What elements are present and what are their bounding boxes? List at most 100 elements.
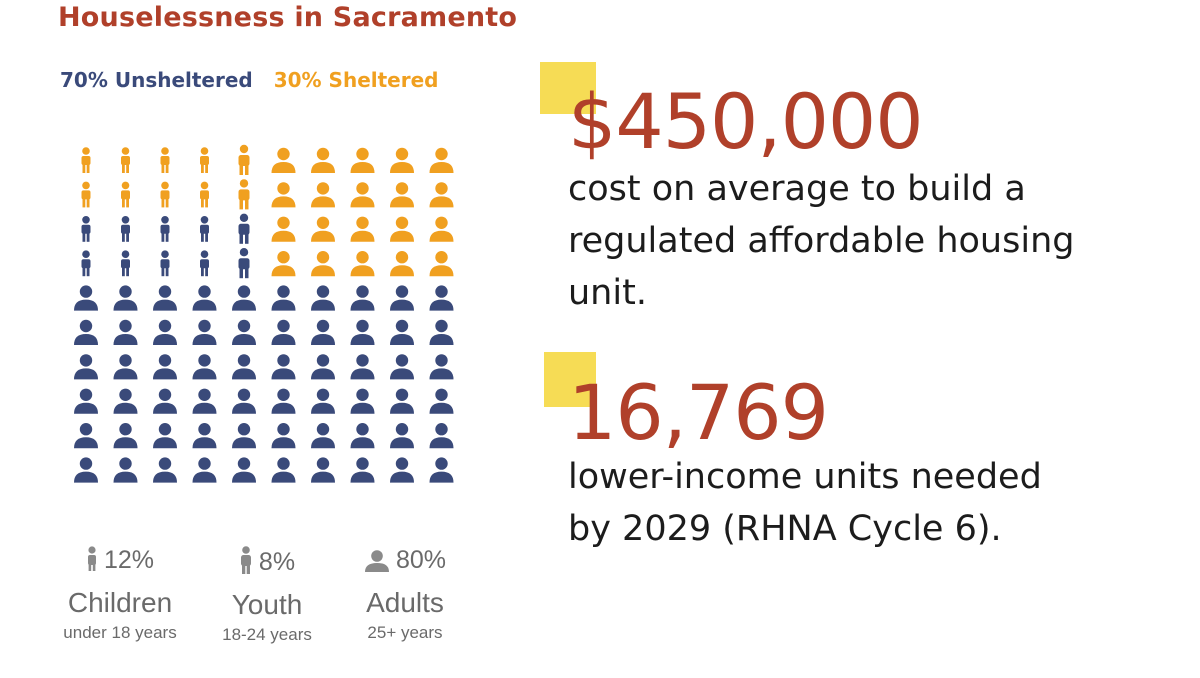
unsheltered-adult-icon (271, 285, 296, 311)
unsheltered-adult-icon (74, 319, 98, 345)
unsheltered-adult-icon (113, 319, 138, 345)
unsheltered-adult-icon (271, 457, 296, 483)
stat-units-line: lower-income units needed (568, 457, 1042, 497)
sheltered-youth-icon (238, 144, 250, 175)
category-youth: 8% Youth 18-24 years (192, 546, 342, 645)
sheltered-adult-icon (271, 216, 296, 242)
sheltered-adult-icon (350, 147, 375, 173)
unsheltered-adult-icon (311, 388, 335, 414)
children-percent: 12% (103, 546, 155, 574)
unsheltered-adult-icon (192, 354, 217, 380)
legend: 70% Unsheltered 30% Sheltered (60, 68, 438, 92)
unsheltered-youth-icon (238, 213, 250, 244)
highlight-marker (544, 352, 596, 407)
unsheltered-adult-icon (232, 285, 256, 311)
legend-sheltered: 30% Sheltered (273, 68, 439, 92)
unsheltered-adult-icon (429, 354, 454, 380)
children-label: Children (67, 587, 173, 618)
adult-icon (364, 550, 389, 572)
sheltered-child-icon (81, 147, 91, 173)
unsheltered-adult-icon (390, 354, 414, 380)
sheltered-adult-icon (311, 147, 335, 173)
sheltered-child-icon (121, 181, 130, 208)
unsheltered-adult-icon (74, 423, 98, 449)
unsheltered-adult-icon (192, 319, 217, 345)
unsheltered-adult-icon (390, 285, 414, 311)
sheltered-adult-icon (271, 251, 296, 277)
unsheltered-adult-icon (153, 319, 177, 345)
unsheltered-adult-icon (192, 457, 217, 483)
unsheltered-adult-icon (232, 423, 256, 449)
child-icon (87, 546, 96, 571)
category-children: 12% Children under 18 years (45, 546, 195, 643)
stat-cost-value: $450,000 (568, 77, 924, 166)
sheltered-child-icon (81, 181, 91, 208)
sheltered-adult-icon (350, 251, 375, 277)
adults-percent: 80% (395, 546, 447, 574)
unsheltered-adult-icon (429, 457, 454, 483)
unsheltered-child-icon (200, 250, 209, 277)
unsheltered-adult-icon (311, 285, 335, 311)
sheltered-child-icon (160, 147, 170, 173)
sheltered-youth-icon (238, 179, 250, 210)
sheltered-child-icon (121, 147, 130, 173)
unsheltered-adult-icon (192, 423, 217, 449)
unsheltered-adult-icon (311, 319, 335, 345)
sheltered-adult-icon (390, 182, 414, 208)
category-adults: 80% Adults 25+ years (330, 546, 480, 643)
unsheltered-adult-icon (271, 388, 296, 414)
unsheltered-adult-icon (113, 354, 138, 380)
unsheltered-adult-icon (232, 388, 256, 414)
unsheltered-adult-icon (271, 354, 296, 380)
unsheltered-adult-icon (74, 388, 98, 414)
adults-sublabel: 25+ years (367, 623, 443, 642)
unsheltered-adult-icon (311, 423, 335, 449)
unsheltered-adult-icon (429, 388, 454, 414)
unsheltered-child-icon (160, 250, 170, 277)
sheltered-adult-icon (350, 216, 375, 242)
sheltered-child-icon (200, 147, 209, 173)
stat-units-description: lower-income units needed by 2029 (RHNA … (568, 451, 1042, 555)
sheltered-adult-icon (429, 147, 454, 173)
page-title: Houselessness in Sacramento (58, 2, 518, 33)
sheltered-adult-icon (311, 182, 335, 208)
sheltered-adult-icon (429, 251, 454, 277)
unsheltered-adult-icon (350, 285, 375, 311)
stat-cost-description: cost on average to build a regulated aff… (568, 163, 1074, 319)
stat-units-line: by 2029 (RHNA Cycle 6). (568, 509, 1002, 549)
sheltered-adult-icon (271, 147, 296, 173)
sheltered-adult-icon (271, 182, 296, 208)
unsheltered-adult-icon (390, 423, 414, 449)
youth-label: Youth (231, 589, 303, 620)
sheltered-adult-icon (311, 251, 335, 277)
youth-percent: 8% (258, 548, 296, 576)
unsheltered-adult-icon (74, 285, 98, 311)
sheltered-adult-icon (429, 182, 454, 208)
youth-icon (240, 546, 251, 574)
sheltered-child-icon (200, 181, 209, 208)
sheltered-adult-icon (390, 216, 414, 242)
unsheltered-adult-icon (390, 388, 414, 414)
unsheltered-adult-icon (113, 285, 138, 311)
unsheltered-adult-icon (113, 423, 138, 449)
unsheltered-adult-icon (271, 319, 296, 345)
sheltered-adult-icon (390, 147, 414, 173)
unsheltered-child-icon (81, 250, 91, 277)
unsheltered-adult-icon (153, 354, 177, 380)
unsheltered-adult-icon (153, 423, 177, 449)
unsheltered-adult-icon (232, 457, 256, 483)
youth-sublabel: 18-24 years (222, 625, 312, 644)
unsheltered-adult-icon (153, 285, 177, 311)
highlight-marker (540, 62, 596, 114)
unsheltered-adult-icon (429, 423, 454, 449)
unsheltered-child-icon (160, 216, 170, 242)
stat-cost-line: regulated affordable housing (568, 221, 1075, 261)
unsheltered-adult-icon (232, 354, 256, 380)
sheltered-adult-icon (311, 216, 335, 242)
unsheltered-child-icon (200, 216, 209, 242)
unsheltered-adult-icon (350, 423, 375, 449)
unsheltered-adult-icon (350, 319, 375, 345)
unsheltered-adult-icon (271, 423, 296, 449)
unsheltered-adult-icon (153, 388, 177, 414)
unsheltered-adult-icon (429, 285, 454, 311)
